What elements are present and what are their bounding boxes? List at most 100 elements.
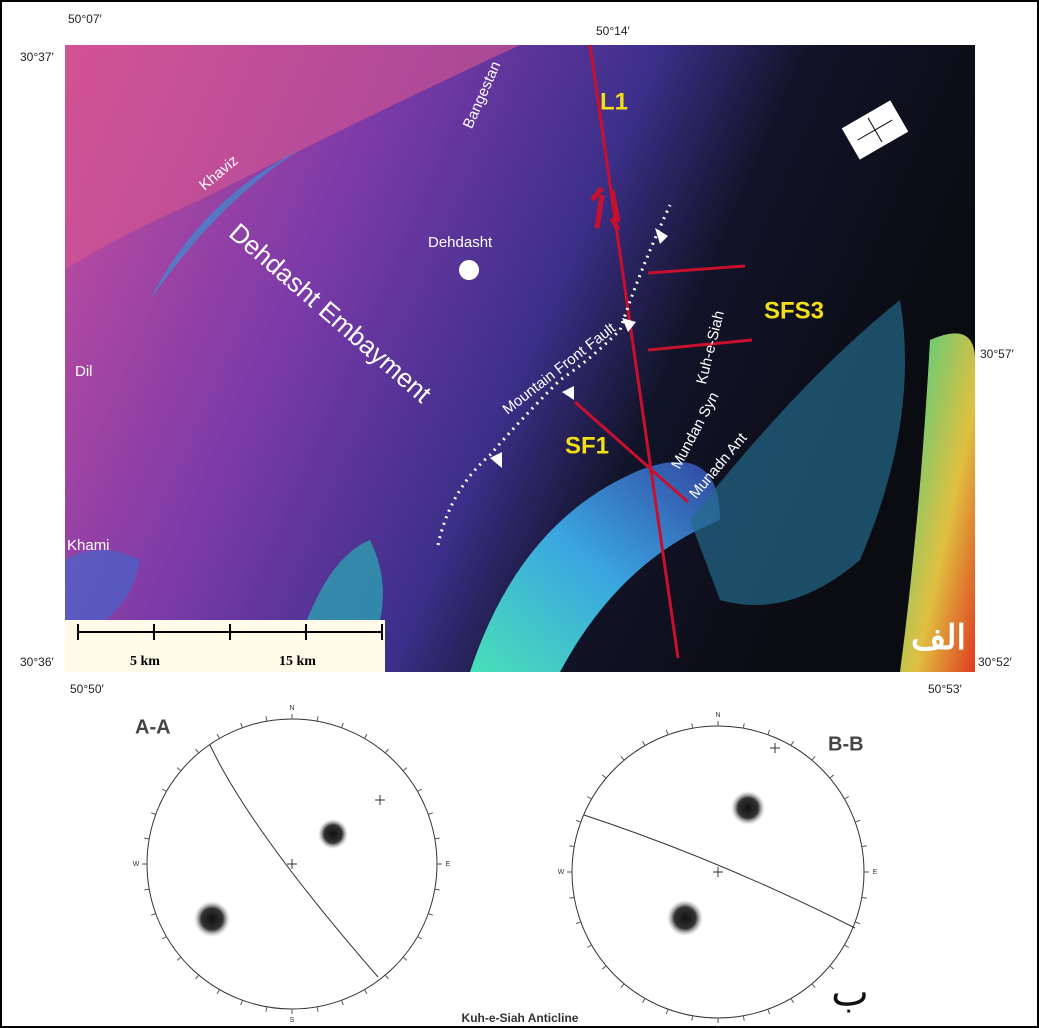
net-tick — [434, 888, 440, 891]
net-tick — [569, 896, 575, 899]
coordinate: 30°57′ — [980, 347, 1014, 361]
net-tick — [161, 936, 167, 940]
net-tick — [341, 1000, 344, 1006]
place-label: Dehdasht — [428, 234, 493, 251]
map: L1 Bangestan Khaviz Dehdasht Dehdasht Em… — [65, 44, 975, 672]
direction-label: N — [289, 705, 294, 712]
net-tick — [811, 983, 816, 988]
net-tick — [602, 774, 607, 779]
net-tick — [216, 989, 220, 995]
net-tick — [811, 756, 816, 761]
net-tick — [620, 983, 625, 988]
coordinate: 50°50′ — [70, 682, 104, 696]
pole-cluster — [194, 901, 230, 937]
direction-label: W — [133, 861, 140, 868]
scale-label: 15 km — [279, 654, 316, 669]
net-tick — [341, 722, 344, 728]
net-tick — [855, 921, 861, 925]
direction-label: E — [873, 869, 878, 876]
net-tick — [575, 819, 581, 823]
scale-label: 5 km — [130, 654, 160, 669]
net-tick — [316, 1006, 319, 1012]
net-tick — [144, 837, 150, 840]
fault-line — [574, 400, 689, 504]
thrust-tooth — [655, 228, 668, 244]
net-tick — [691, 1015, 694, 1021]
coordinate: 30°36′ — [20, 655, 54, 669]
coordinate: 30°37′ — [20, 50, 54, 64]
net-tick — [742, 723, 745, 729]
pole-cluster — [731, 791, 765, 825]
net-tick — [402, 956, 408, 961]
net-tick — [161, 788, 167, 792]
net-tick — [620, 756, 625, 761]
net-tick — [364, 989, 368, 995]
net-tick — [742, 1015, 745, 1021]
net-tick — [265, 716, 268, 722]
net-tick — [195, 748, 200, 754]
net-tick — [417, 788, 423, 792]
net-tick — [150, 913, 156, 916]
pole-cluster — [667, 900, 703, 936]
net-tick — [384, 974, 389, 980]
town-marker — [459, 260, 479, 280]
net-tick — [829, 774, 834, 779]
ridge — [900, 333, 975, 672]
net-tick — [402, 767, 408, 772]
fault-label: SF1 — [565, 432, 609, 459]
place-label: Dil — [75, 363, 93, 380]
net-tick — [575, 921, 581, 925]
fault-label: L1 — [600, 88, 628, 115]
net-tick — [216, 733, 220, 739]
shear-arrows — [590, 186, 621, 232]
net-tick — [586, 944, 592, 948]
pink-area — [65, 45, 520, 270]
net-tick — [428, 812, 434, 815]
net-tick — [642, 740, 646, 746]
direction-label: W — [558, 869, 565, 876]
net-tick — [861, 896, 867, 899]
ridge — [65, 550, 140, 640]
fault-label: SFS3 — [764, 297, 824, 324]
net-tick — [790, 740, 794, 746]
net-tick — [384, 748, 389, 754]
net-tick — [417, 936, 423, 940]
fault-line — [647, 264, 746, 275]
net-tick — [428, 913, 434, 916]
net-tick — [569, 845, 575, 848]
net-title: B-B — [828, 733, 864, 755]
panel-label: ب — [831, 971, 869, 1015]
direction-label: S — [290, 1017, 295, 1024]
net-tick — [855, 819, 861, 823]
fault-line — [647, 338, 753, 352]
coordinate: 50°07′ — [68, 12, 102, 26]
net-tick — [150, 812, 156, 815]
net-tick — [691, 723, 694, 729]
net-tick — [665, 1009, 669, 1015]
net-title: A-A — [135, 716, 171, 738]
coordinate: 50°53′ — [928, 682, 962, 696]
thrust-tooth — [562, 386, 574, 400]
net-tick — [144, 888, 150, 891]
net-tick — [240, 722, 243, 728]
net-tick — [861, 845, 867, 848]
net-tick — [844, 796, 850, 800]
net-tick — [240, 1000, 243, 1006]
direction-label: S — [716, 1026, 721, 1028]
net-tick — [665, 729, 669, 735]
net-tick — [767, 729, 771, 735]
plus-markers — [287, 743, 780, 877]
coordinate: 30°52′ — [978, 655, 1012, 669]
coordinate: 50°14′ — [596, 24, 630, 38]
net-tick — [195, 974, 200, 980]
north-arrow — [841, 100, 909, 160]
stereonets: A-A B-B Kuh-e-Siah Anticline ب N E S W N E S W — [133, 705, 878, 1028]
direction-label: N — [715, 712, 720, 719]
great-circle — [583, 814, 856, 929]
great-circle — [209, 744, 379, 978]
scale-bar: 5 km 15 km — [65, 620, 385, 672]
net-tick — [829, 965, 834, 970]
fault-line — [588, 44, 680, 659]
net-tick — [602, 965, 607, 970]
